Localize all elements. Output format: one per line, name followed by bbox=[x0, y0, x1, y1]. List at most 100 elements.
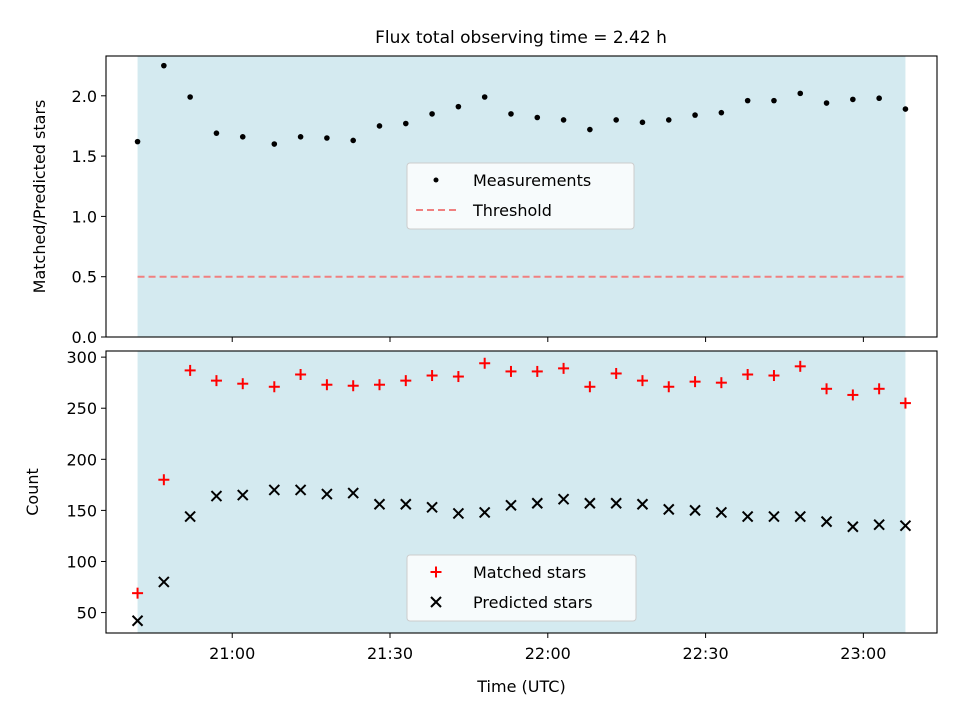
predicted-stars-point bbox=[184, 510, 196, 523]
y-tick-label: 0.5 bbox=[72, 268, 97, 287]
predicted-stars-point bbox=[847, 521, 859, 533]
legend-box bbox=[406, 554, 637, 622]
measurements-point bbox=[613, 117, 619, 123]
matched-stars-point bbox=[373, 379, 385, 391]
matched-stars-point bbox=[742, 369, 754, 380]
matched-stars-point bbox=[794, 360, 806, 372]
x-b bbox=[294, 484, 307, 496]
x-b bbox=[847, 521, 859, 533]
measurements-point bbox=[823, 100, 830, 106]
measurements-point bbox=[534, 114, 541, 121]
predicted-stars-point bbox=[505, 499, 517, 511]
predicted-stars-point bbox=[689, 504, 701, 517]
y-tick-label: 2.0 bbox=[72, 87, 97, 106]
x-b bbox=[768, 510, 780, 523]
measurements-point bbox=[639, 119, 646, 126]
measurements-point bbox=[560, 117, 567, 123]
y-tick-label: 1.5 bbox=[72, 147, 97, 166]
measurements-point bbox=[455, 103, 462, 110]
x-b bbox=[584, 497, 596, 509]
matched-stars-point bbox=[452, 371, 464, 383]
predicted-stars-point bbox=[820, 515, 833, 528]
x-b bbox=[741, 510, 754, 523]
y-tick-label: 100 bbox=[66, 552, 97, 571]
predicted-stars-point bbox=[610, 497, 622, 509]
matched-stars-point bbox=[847, 389, 859, 401]
x-b bbox=[237, 489, 249, 501]
matched-stars-point bbox=[295, 369, 307, 380]
x-b bbox=[452, 507, 465, 520]
measurements-point bbox=[797, 90, 804, 97]
measurements-point bbox=[587, 126, 593, 133]
matched-stars-point bbox=[610, 367, 622, 379]
x-b bbox=[400, 498, 412, 510]
matched-stars-point bbox=[821, 383, 833, 395]
predicted-stars-point bbox=[426, 501, 438, 514]
legend-box bbox=[406, 162, 635, 230]
x-b bbox=[184, 510, 196, 523]
x-b bbox=[899, 520, 912, 532]
matched-stars-point bbox=[237, 378, 249, 390]
matched-stars-point bbox=[663, 381, 675, 393]
x-b bbox=[636, 498, 649, 510]
x-tick-label: 22:30 bbox=[683, 644, 729, 663]
legend-label: Predicted stars bbox=[473, 593, 593, 612]
predicted-stars-point bbox=[873, 518, 885, 531]
y-tick-label: 200 bbox=[66, 450, 97, 469]
predicted-stars-point bbox=[584, 497, 596, 509]
x-b bbox=[268, 484, 281, 496]
y-axis-label: Count bbox=[23, 468, 42, 516]
matched-stars-point bbox=[584, 381, 596, 393]
measurements-point bbox=[213, 130, 220, 136]
matched-stars-point bbox=[400, 375, 412, 387]
matched-stars-point bbox=[184, 364, 196, 376]
x-b bbox=[478, 506, 491, 519]
predicted-stars-point bbox=[268, 484, 281, 496]
y-tick-label: 150 bbox=[66, 501, 97, 520]
count-panel: 50 100 150 200 250 300 21:00 21:30 22:00 22:30 23:… bbox=[23, 348, 938, 696]
x-b bbox=[531, 497, 543, 509]
legend-label: Measurements bbox=[473, 171, 591, 190]
predicted-stars-point bbox=[452, 507, 465, 520]
predicted-stars-point bbox=[531, 497, 543, 509]
x-b bbox=[131, 615, 144, 627]
predicted-stars-point bbox=[321, 488, 333, 500]
measurements-point bbox=[771, 97, 777, 104]
ratio-panel: 0.0 0.5 1.0 1.5 2.0 Matched/Predicted stars Me… bbox=[30, 55, 938, 347]
matched-stars-point bbox=[132, 587, 144, 599]
x-b bbox=[557, 493, 570, 505]
measurements-point bbox=[324, 135, 330, 141]
measurements-point bbox=[271, 141, 278, 147]
x-b bbox=[794, 510, 806, 523]
measurements-point bbox=[481, 94, 488, 100]
predicted-stars-point bbox=[741, 510, 754, 523]
predicted-stars-point bbox=[663, 503, 675, 516]
y-tick-label: 1.0 bbox=[72, 207, 97, 226]
matched-stars-point bbox=[479, 357, 491, 369]
legend-marker-measurements bbox=[433, 177, 439, 183]
matched-stars-point bbox=[531, 365, 543, 377]
legend-label: Matched stars bbox=[473, 563, 586, 582]
y-tick-label: 250 bbox=[66, 399, 97, 418]
measurements-point bbox=[692, 112, 698, 118]
x-b bbox=[610, 497, 622, 509]
matched-stars-point bbox=[426, 370, 438, 382]
axes-frame bbox=[105, 55, 938, 338]
matched-stars-point bbox=[899, 397, 911, 409]
matched-stars-point bbox=[873, 383, 885, 395]
measurements-point bbox=[718, 109, 725, 116]
x-b bbox=[158, 576, 170, 588]
predicted-stars-point bbox=[715, 506, 728, 519]
measurements-point bbox=[665, 117, 672, 123]
y-tick-label: 0.0 bbox=[72, 328, 97, 347]
predicted-stars-point bbox=[400, 498, 412, 510]
matched-stars-point bbox=[558, 362, 570, 374]
x-b bbox=[321, 488, 333, 500]
measurements-point bbox=[187, 94, 193, 100]
measurements-point bbox=[297, 134, 304, 140]
x-b bbox=[426, 501, 438, 514]
measurements-point bbox=[402, 120, 409, 127]
measurements-point bbox=[876, 95, 882, 102]
predicted-stars-point bbox=[794, 510, 806, 523]
measurements-point bbox=[508, 111, 514, 117]
